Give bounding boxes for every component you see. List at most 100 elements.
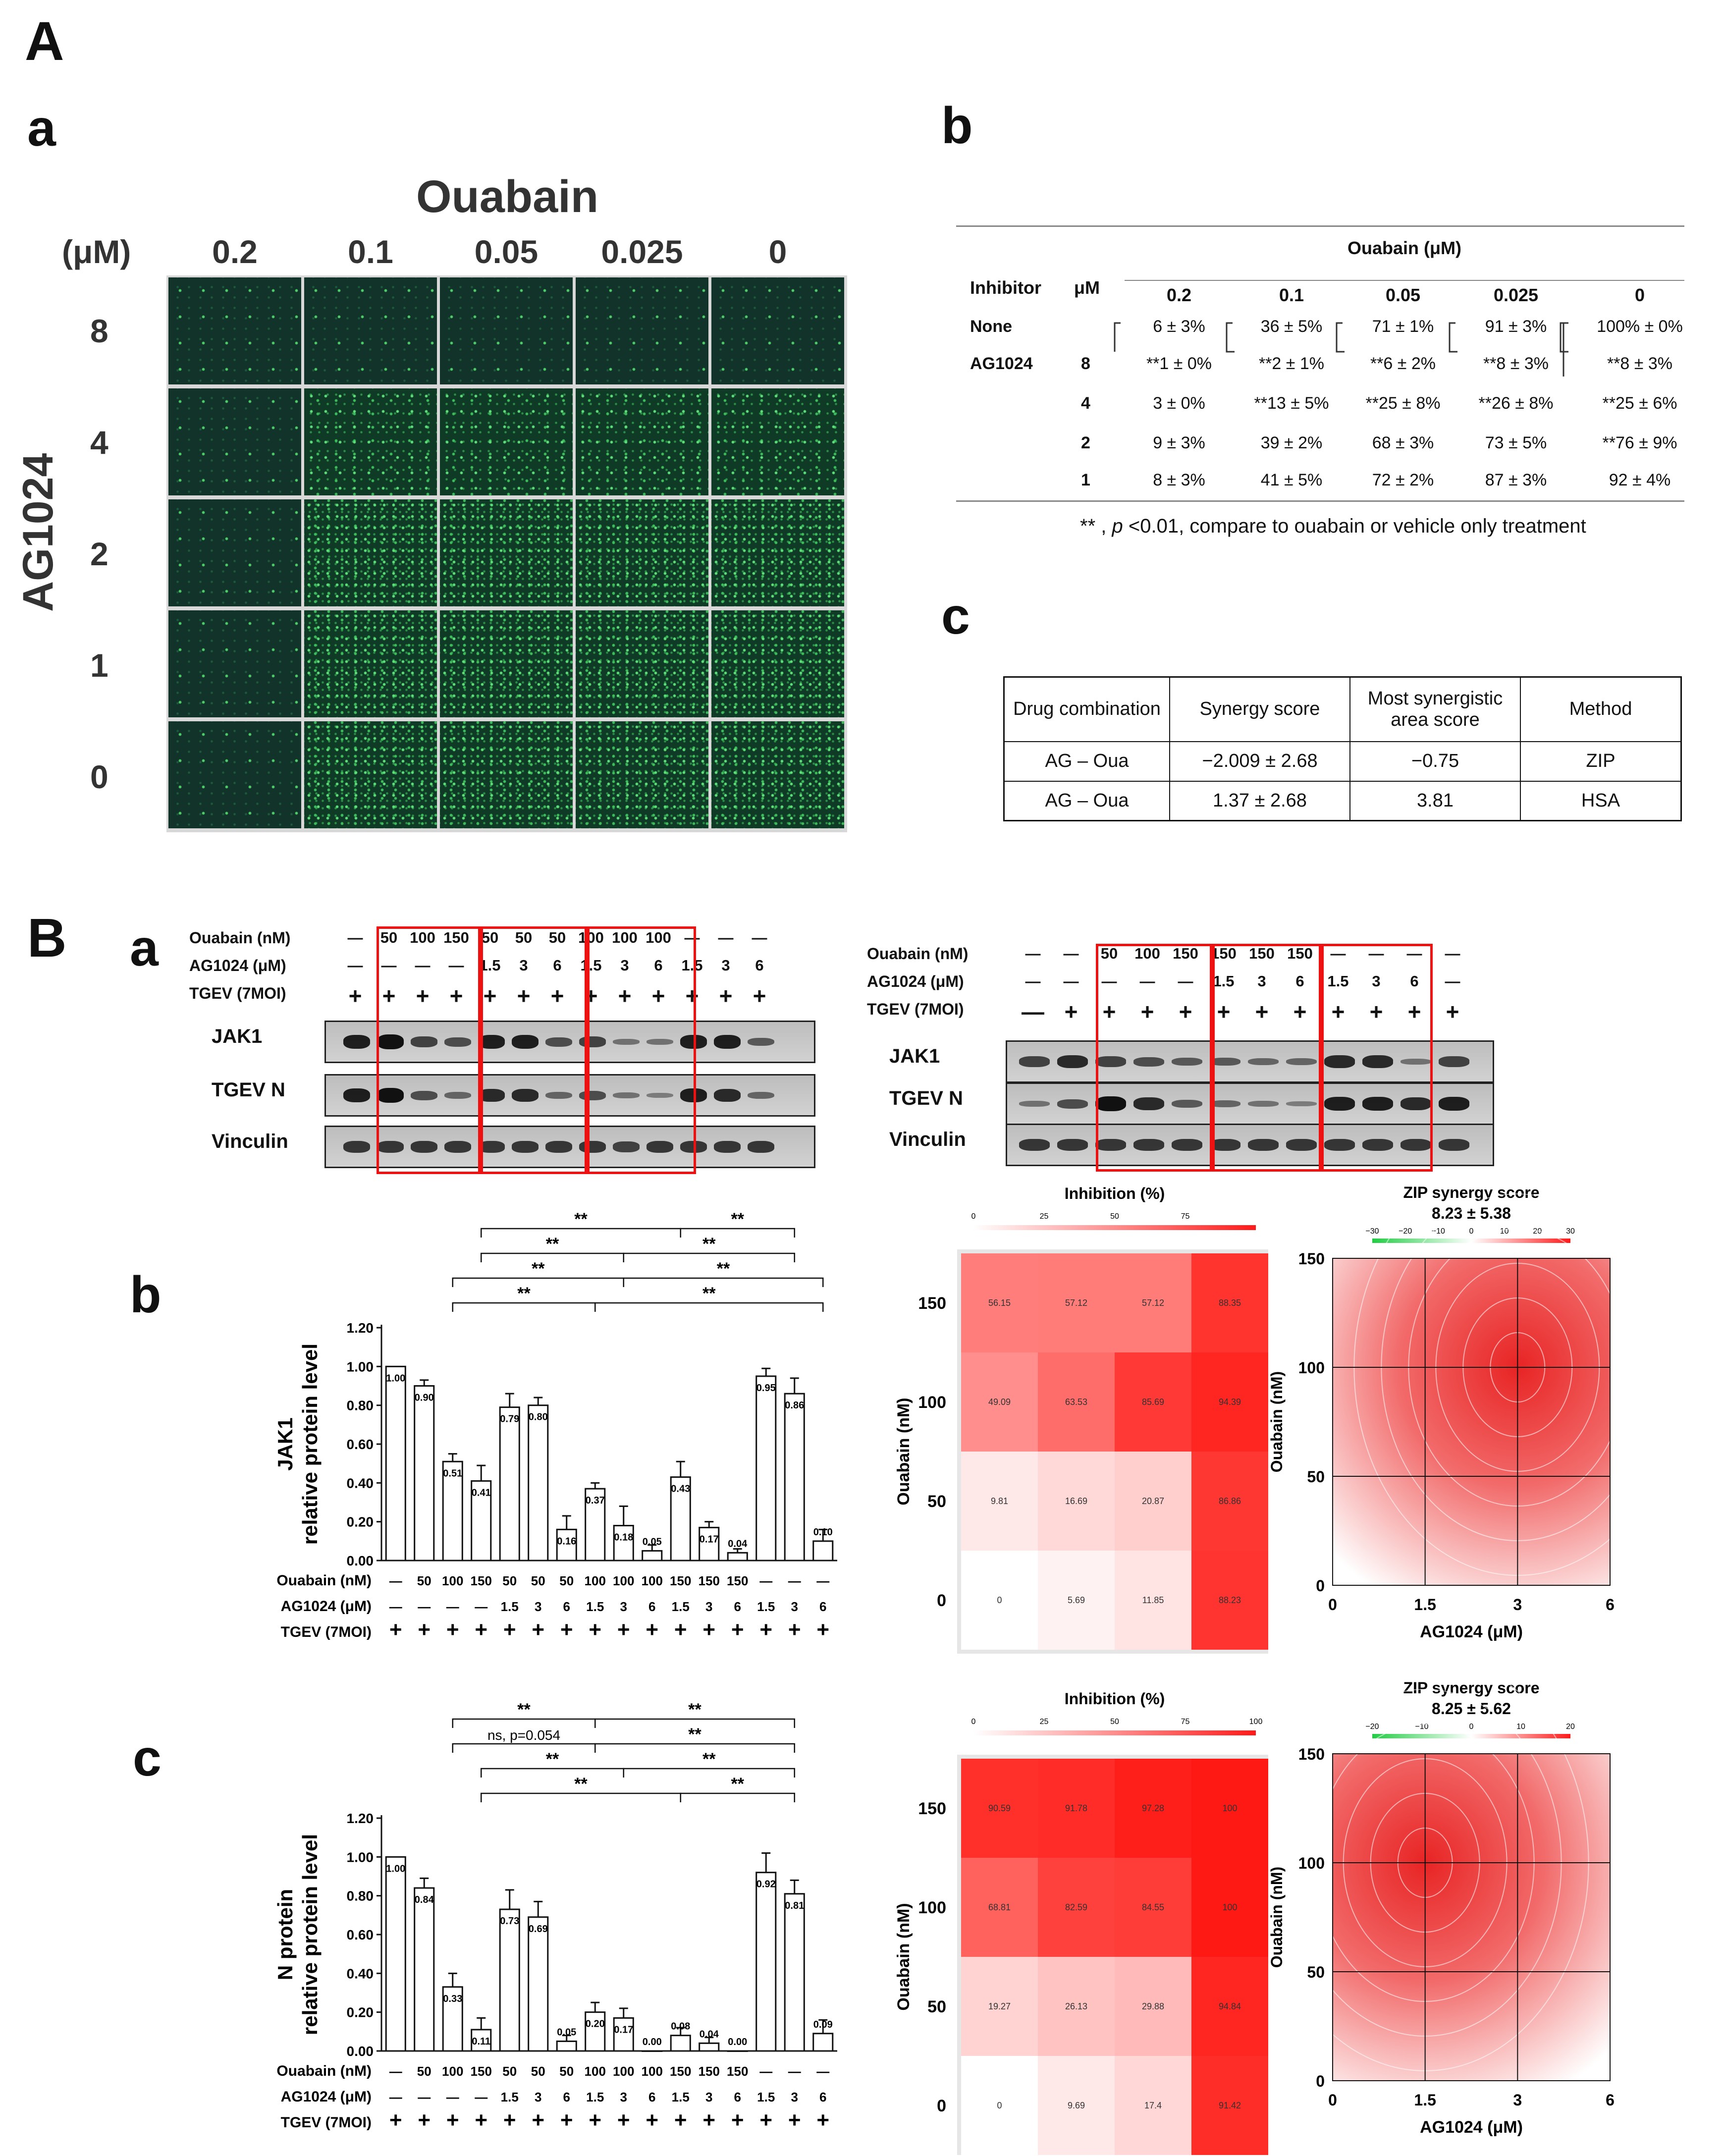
- y-tick-label: 0.60: [347, 1437, 374, 1452]
- heatmap-cell: [961, 1759, 1038, 1858]
- blot-lane-cond: +: [1369, 999, 1383, 1024]
- blot-lane-cond: +: [1407, 999, 1421, 1024]
- heatmap-cell: [1115, 1452, 1191, 1551]
- color-scale-tick: 20: [1566, 1723, 1575, 1731]
- bar-value-label: 0.04: [700, 2029, 719, 2040]
- blot-band: [1172, 1099, 1202, 1108]
- blot-band: [1057, 1099, 1088, 1109]
- bar-value-label: 0.00: [643, 2037, 662, 2048]
- heatmap-cell-value: 49.09: [988, 1397, 1011, 1407]
- table-c-cell: ZIP: [1520, 741, 1682, 782]
- blot-lane-cond: 100: [1134, 945, 1160, 962]
- panel-label-A-c: c: [941, 588, 970, 645]
- color-scale-tick: −30: [1365, 1227, 1379, 1236]
- table-b-cell: **2 ± 1%: [1258, 354, 1325, 373]
- y-axis-label: Ouabain (nM): [1268, 1371, 1286, 1472]
- table-b-bottom-rule: [956, 500, 1684, 502]
- condition-cell: 50: [531, 1573, 545, 1588]
- bar-value-label: 0.80: [529, 1412, 548, 1423]
- condition-cell: 100: [642, 1573, 663, 1588]
- condition-cell: 100: [585, 2064, 606, 2079]
- heatmap-cell: [961, 2056, 1038, 2155]
- blot-lane-cond: 3: [1372, 972, 1381, 990]
- blot-lane-cond: —: [1139, 972, 1155, 990]
- blot-band: [713, 1035, 741, 1049]
- significance-label: **: [517, 1700, 531, 1719]
- blot-lane-cond: 3: [620, 957, 629, 974]
- blot-band-label: JAK1: [889, 1045, 940, 1067]
- blot-lane-cond: —: [752, 929, 767, 946]
- bracket: [1562, 322, 1568, 377]
- condition-cell: 50: [502, 1573, 517, 1588]
- condition-row-label: TGEV (7MOI): [281, 1624, 372, 1640]
- condition-cell: 3: [705, 1599, 712, 1614]
- condition-cell: —: [418, 2090, 431, 2104]
- condition-cell: 150: [727, 2064, 748, 2079]
- bar-value-label: 0.86: [785, 1400, 804, 1411]
- heatmap-cell: [1191, 1759, 1268, 1858]
- bar-value-label: 0.05: [557, 2027, 576, 2038]
- table-c-header: Synergy score: [1169, 676, 1350, 742]
- blot-band: [1286, 1058, 1317, 1066]
- bar-value-label: 0.81: [785, 1900, 804, 1911]
- zip-surface: [1333, 1754, 1610, 2081]
- blot-band: [1057, 1055, 1088, 1068]
- bracket: [1560, 322, 1568, 353]
- condition-cell: 3: [620, 2090, 627, 2104]
- blot-band: [1248, 1100, 1279, 1107]
- color-scale-tick: 75: [1181, 1718, 1190, 1726]
- panel-label-B-b: b: [130, 1266, 162, 1324]
- heatmap-cell: [961, 1253, 1038, 1352]
- table-b-cell: 8 ± 3%: [1153, 471, 1205, 489]
- condition-cell: +: [759, 2108, 772, 2132]
- y-tick-label: 150: [1298, 1250, 1325, 1268]
- bar-value-label: 0.79: [500, 1414, 519, 1425]
- micrograph-cell: [168, 388, 301, 495]
- blot-row-label: Ouabain (nM): [867, 945, 969, 963]
- bracket: [1336, 322, 1345, 353]
- bar: [812, 2033, 834, 2052]
- bar-value-label: 0.69: [529, 1924, 548, 1935]
- micrograph-cell: [168, 721, 301, 828]
- table-b-cell: **8 ± 3%: [1607, 354, 1673, 373]
- significance-bracket: [481, 1252, 624, 1262]
- micrograph-cell: [576, 388, 708, 495]
- condition-cell: 50: [417, 1573, 431, 1588]
- color-scale-tick: 25: [1040, 1718, 1049, 1726]
- bar: [385, 1856, 406, 2052]
- heatmap-cell-value: 90.59: [988, 1803, 1011, 1813]
- blot-band: [646, 1038, 674, 1045]
- condition-cell: —: [446, 2090, 459, 2104]
- heatmap-cell: [1115, 1957, 1191, 2056]
- blot-lane-cond: +: [1293, 999, 1307, 1024]
- significance-label: **: [546, 1750, 559, 1769]
- condition-cell: 50: [502, 2064, 517, 2079]
- condition-cell: 1.5: [672, 1599, 690, 1614]
- color-scale-tick: 50: [1110, 1212, 1119, 1221]
- blot-band: [1172, 1139, 1202, 1151]
- blot-band: [1172, 1057, 1202, 1066]
- blot-band: [1210, 1100, 1240, 1108]
- blot-lane-cond: +: [1217, 999, 1231, 1024]
- condition-cell: 50: [559, 1573, 574, 1588]
- blot-band: [343, 1088, 371, 1102]
- table-b-row-name: AG1024: [970, 354, 1033, 373]
- y-axis-label-line1: JAK1: [273, 1417, 297, 1470]
- bar: [642, 1550, 663, 1562]
- micrograph-cell: [440, 499, 573, 606]
- condition-cell: 100: [613, 2064, 634, 2079]
- color-scale-tick: 10: [1500, 1227, 1509, 1236]
- bar: [699, 1526, 720, 1562]
- heatmap-cell-value: 57.12: [1065, 1298, 1087, 1308]
- table-c-header: Most synergistic area score: [1349, 676, 1521, 742]
- condition-cell: 6: [819, 2090, 826, 2104]
- bar-value-label: 1.00: [386, 1863, 405, 1874]
- blot-lane-cond: —: [1022, 999, 1044, 1024]
- table-b-cell: **76 ± 9%: [1602, 433, 1677, 452]
- condition-cell: +: [617, 1617, 630, 1642]
- blot-lane-cond: +: [1446, 999, 1459, 1024]
- bar-value-label: 0.41: [472, 1487, 491, 1498]
- heatmap-title: Inhibition (%): [1065, 1185, 1165, 1202]
- blot-band: [511, 1035, 539, 1049]
- blot-lane-cond: 50: [515, 929, 533, 946]
